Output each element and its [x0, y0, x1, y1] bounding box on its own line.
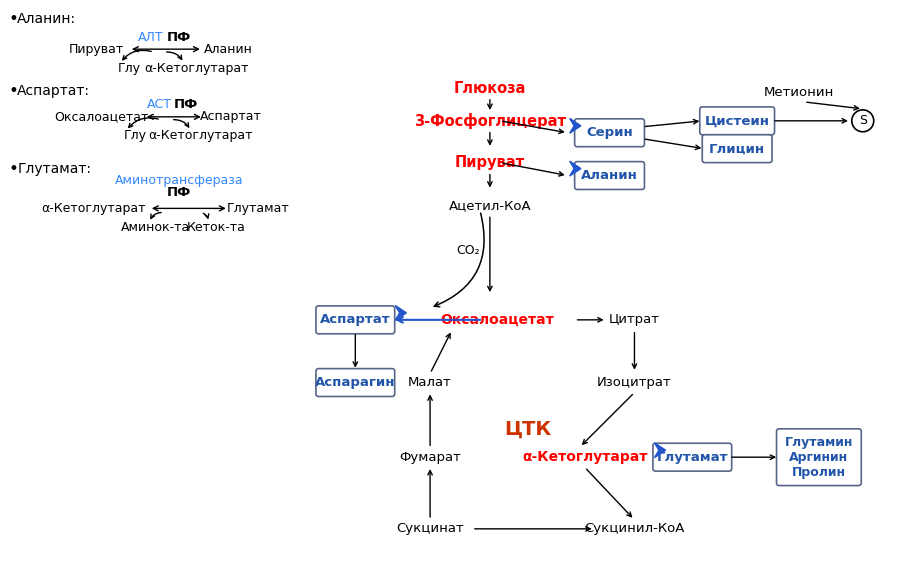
- Text: Аланин: Аланин: [204, 43, 253, 55]
- FancyBboxPatch shape: [702, 135, 772, 163]
- FancyBboxPatch shape: [700, 107, 774, 135]
- Text: Кеток-та: Кеток-та: [187, 221, 245, 234]
- FancyBboxPatch shape: [653, 443, 732, 471]
- Polygon shape: [570, 161, 581, 176]
- Text: Изоцитрат: Изоцитрат: [597, 376, 672, 389]
- Text: Аланин: Аланин: [581, 169, 638, 182]
- Text: ПФ: ПФ: [167, 31, 191, 44]
- Text: α-Кетоглутарат: α-Кетоглутарат: [522, 450, 647, 464]
- Text: Глицин: Глицин: [709, 142, 765, 155]
- Text: α-Кетоглутарат: α-Кетоглутарат: [145, 62, 249, 74]
- Text: Метионин: Метионин: [764, 87, 834, 99]
- Polygon shape: [395, 305, 406, 320]
- Text: Глутамат: Глутамат: [657, 451, 728, 464]
- Text: Серин: Серин: [587, 126, 633, 139]
- Text: •: •: [8, 82, 18, 100]
- Text: Фумарат: Фумарат: [399, 451, 461, 464]
- Text: Аспартат: Аспартат: [320, 313, 391, 327]
- FancyBboxPatch shape: [575, 119, 644, 147]
- Text: Аргинин: Аргинин: [790, 451, 848, 464]
- Text: Пируват: Пируват: [69, 43, 124, 55]
- Polygon shape: [654, 443, 665, 458]
- FancyBboxPatch shape: [777, 429, 861, 486]
- Text: Глутамин: Глутамин: [785, 436, 853, 449]
- Text: Сукцинат: Сукцинат: [396, 522, 464, 535]
- Text: Аланин:: Аланин:: [17, 12, 77, 27]
- Text: Аспарагин: Аспарагин: [315, 376, 395, 389]
- Text: Аспартат: Аспартат: [199, 110, 262, 123]
- FancyBboxPatch shape: [316, 306, 394, 334]
- Text: Глюкоза: Глюкоза: [454, 81, 526, 96]
- Text: Пируват: Пируват: [455, 155, 525, 170]
- Text: •: •: [8, 10, 18, 28]
- Text: ЦТК: ЦТК: [504, 420, 552, 439]
- Text: α-Кетоглутарат: α-Кетоглутарат: [148, 129, 253, 143]
- FancyBboxPatch shape: [316, 369, 394, 396]
- Text: Глутамат:: Глутамат:: [17, 162, 92, 175]
- Text: Цистеин: Цистеин: [705, 114, 770, 128]
- Text: Аминотрансфераза: Аминотрансфераза: [114, 174, 243, 187]
- Polygon shape: [570, 118, 581, 133]
- Text: АСТ: АСТ: [146, 99, 171, 111]
- Text: Оксалоацетат: Оксалоацетат: [54, 110, 148, 123]
- Text: α-Кетоглутарат: α-Кетоглутарат: [41, 202, 145, 215]
- Text: S: S: [859, 114, 867, 128]
- FancyBboxPatch shape: [575, 162, 644, 189]
- Text: ПФ: ПФ: [167, 186, 191, 199]
- Text: •: •: [8, 160, 18, 178]
- Text: Ацетил-КоА: Ацетил-КоА: [448, 199, 532, 212]
- Text: Сукцинил-КоА: Сукцинил-КоА: [585, 522, 684, 535]
- Text: Глу: Глу: [117, 62, 141, 74]
- Text: Глу: Глу: [124, 129, 146, 143]
- Text: Малат: Малат: [408, 376, 452, 389]
- Text: ПФ: ПФ: [174, 99, 198, 111]
- Text: Цитрат: Цитрат: [609, 313, 660, 327]
- Text: Аспартат:: Аспартат:: [17, 84, 91, 98]
- Text: 3-Фосфоглицерат: 3-Фосфоглицерат: [414, 113, 566, 129]
- Text: Аминок-та: Аминок-та: [122, 221, 190, 234]
- Text: Пролин: Пролин: [791, 466, 845, 478]
- Text: Глутамат: Глутамат: [227, 202, 290, 215]
- Text: CO₂: CO₂: [457, 243, 479, 257]
- Text: Оксалоацетат: Оксалоацетат: [440, 313, 554, 327]
- Text: АЛТ: АЛТ: [138, 31, 164, 44]
